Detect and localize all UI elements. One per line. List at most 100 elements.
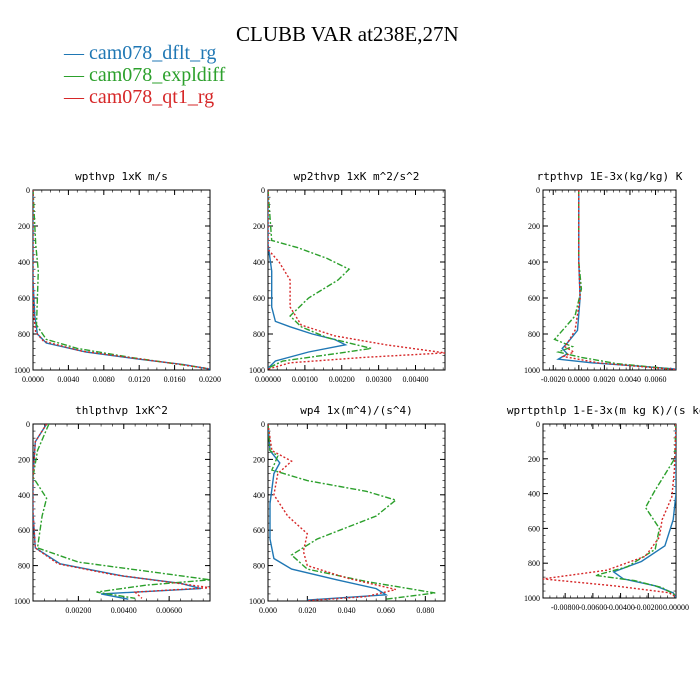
legend-item-expldiff: — cam078_expldiff [64, 64, 226, 86]
x-tick-label: -0.00800 [551, 603, 580, 612]
plot-frame [542, 423, 677, 599]
y-tick-label: 1000 [524, 594, 540, 603]
series-line-cam078_qt1_rg [33, 424, 210, 599]
y-tick-label: 1000 [14, 366, 30, 375]
x-tick-label: 0.0200 [199, 375, 221, 384]
y-tick-label: 400 [18, 258, 30, 267]
x-tick-label: 0.00200 [65, 606, 91, 615]
x-tick-label: 0.00300 [366, 375, 392, 384]
y-tick-label: 1000 [14, 597, 30, 606]
x-tick-label: -0.0020 [541, 375, 566, 384]
panel-title: thlpthvp 1xK^2 [75, 404, 168, 417]
x-tick-label: 0.040 [338, 606, 356, 615]
panel-title: wp2thvp 1xK m^2/s^2 [294, 170, 420, 183]
series-line-cam078_qt1_rg [268, 424, 396, 601]
y-tick-label: 600 [18, 526, 30, 535]
y-tick-label: 0 [536, 186, 540, 195]
x-tick-label: 0.00000 [663, 603, 689, 612]
series-line-cam078_dflt_rg [33, 190, 210, 370]
x-tick-label: 0.0120 [128, 375, 150, 384]
y-tick-label: 600 [253, 526, 265, 535]
y-tick-label: 200 [528, 455, 540, 464]
series-line-cam078_expldiff [33, 190, 206, 369]
legend: — cam078_dflt_rg — cam078_expldiff — cam… [64, 42, 225, 108]
y-tick-label: 1000 [249, 366, 265, 375]
y-tick-label: 400 [253, 491, 265, 500]
plot-frame [32, 423, 211, 602]
x-tick-label: 0.080 [416, 606, 434, 615]
y-tick-label: 0 [26, 420, 30, 429]
plot-frame [542, 189, 677, 371]
x-tick-label: 0.00200 [329, 375, 355, 384]
y-tick-label: 800 [253, 562, 265, 571]
y-tick-label: 600 [18, 294, 30, 303]
y-tick-label: 200 [18, 455, 30, 464]
x-tick-label: 0.0160 [164, 375, 186, 384]
x-tick-label: 0.0040 [619, 375, 641, 384]
legend-label: cam078_expldiff [89, 64, 226, 86]
y-tick-label: 1000 [249, 597, 265, 606]
x-tick-label: 0.0000 [22, 375, 44, 384]
series-line-cam078_dflt_rg [556, 190, 676, 370]
series-line-cam078_expldiff [268, 424, 436, 600]
x-tick-label: 0.00400 [111, 606, 137, 615]
x-tick-label: 0.00000 [255, 375, 281, 384]
series-line-cam078_expldiff [33, 424, 210, 599]
series-line-cam078_dflt_rg [268, 424, 389, 601]
x-tick-label: 0.00400 [403, 375, 429, 384]
y-tick-label: 800 [528, 559, 540, 568]
x-tick-label: 0.0020 [593, 375, 615, 384]
y-tick-label: 800 [528, 330, 540, 339]
y-tick-label: 600 [528, 294, 540, 303]
panel-title: wpthvp 1xK m/s [75, 170, 168, 183]
x-tick-label: 0.00600 [156, 606, 182, 615]
y-tick-label: 600 [253, 294, 265, 303]
x-tick-label: 0.020 [298, 606, 316, 615]
panel-title: wprtpthlp 1-E-3x(m kg K)/(s kg) [507, 404, 700, 417]
plot-frame [267, 423, 446, 602]
y-tick-label: 400 [253, 258, 265, 267]
x-tick-label: -0.00600 [579, 603, 608, 612]
y-tick-label: 1000 [524, 366, 540, 375]
plot-frame [32, 189, 211, 371]
series-line-cam078_dflt_rg [33, 424, 202, 600]
series-line-cam078_dflt_rg [612, 424, 676, 598]
y-tick-label: 800 [253, 330, 265, 339]
legend-label: cam078_dflt_rg [89, 42, 217, 64]
series-line-cam078_expldiff [268, 190, 372, 369]
x-tick-label: -0.00400 [606, 603, 635, 612]
y-tick-label: 0 [26, 186, 30, 195]
series-line-cam078_qt1_rg [33, 190, 209, 370]
y-tick-label: 200 [253, 455, 265, 464]
y-tick-label: 200 [253, 222, 265, 231]
series-line-cam078_expldiff [595, 424, 676, 597]
legend-item-qt1: — cam078_qt1_rg [64, 86, 215, 108]
x-tick-label: 0.000 [259, 606, 277, 615]
y-tick-label: 400 [528, 258, 540, 267]
panel-title: rtpthvp 1E-3x(kg/kg) K [537, 170, 683, 183]
y-tick-label: 0 [261, 420, 265, 429]
y-tick-label: 200 [18, 222, 30, 231]
y-tick-label: 0 [536, 420, 540, 429]
figure-title: CLUBB VAR at238E,27N [236, 22, 459, 46]
y-tick-label: 400 [528, 490, 540, 499]
x-tick-label: 0.0000 [568, 375, 590, 384]
panel-title: wp4 1x(m^4)/(s^4) [300, 404, 413, 417]
x-tick-label: 0.00100 [292, 375, 318, 384]
x-tick-label: -0.00200 [634, 603, 663, 612]
y-tick-label: 0 [261, 186, 265, 195]
x-tick-label: 0.060 [377, 606, 395, 615]
legend-label: cam078_qt1_rg [89, 86, 215, 108]
plot-frame [267, 189, 446, 371]
legend-item-dflt: — cam078_dflt_rg [64, 42, 217, 64]
y-tick-label: 600 [528, 524, 540, 533]
x-tick-label: 0.0060 [645, 375, 667, 384]
y-tick-label: 800 [18, 330, 30, 339]
y-tick-label: 400 [18, 491, 30, 500]
y-tick-label: 200 [528, 222, 540, 231]
x-tick-label: 0.0040 [57, 375, 79, 384]
series-line-cam078_dflt_rg [268, 190, 348, 369]
x-tick-label: 0.0080 [93, 375, 115, 384]
series-line-cam078_expldiff [553, 190, 669, 370]
